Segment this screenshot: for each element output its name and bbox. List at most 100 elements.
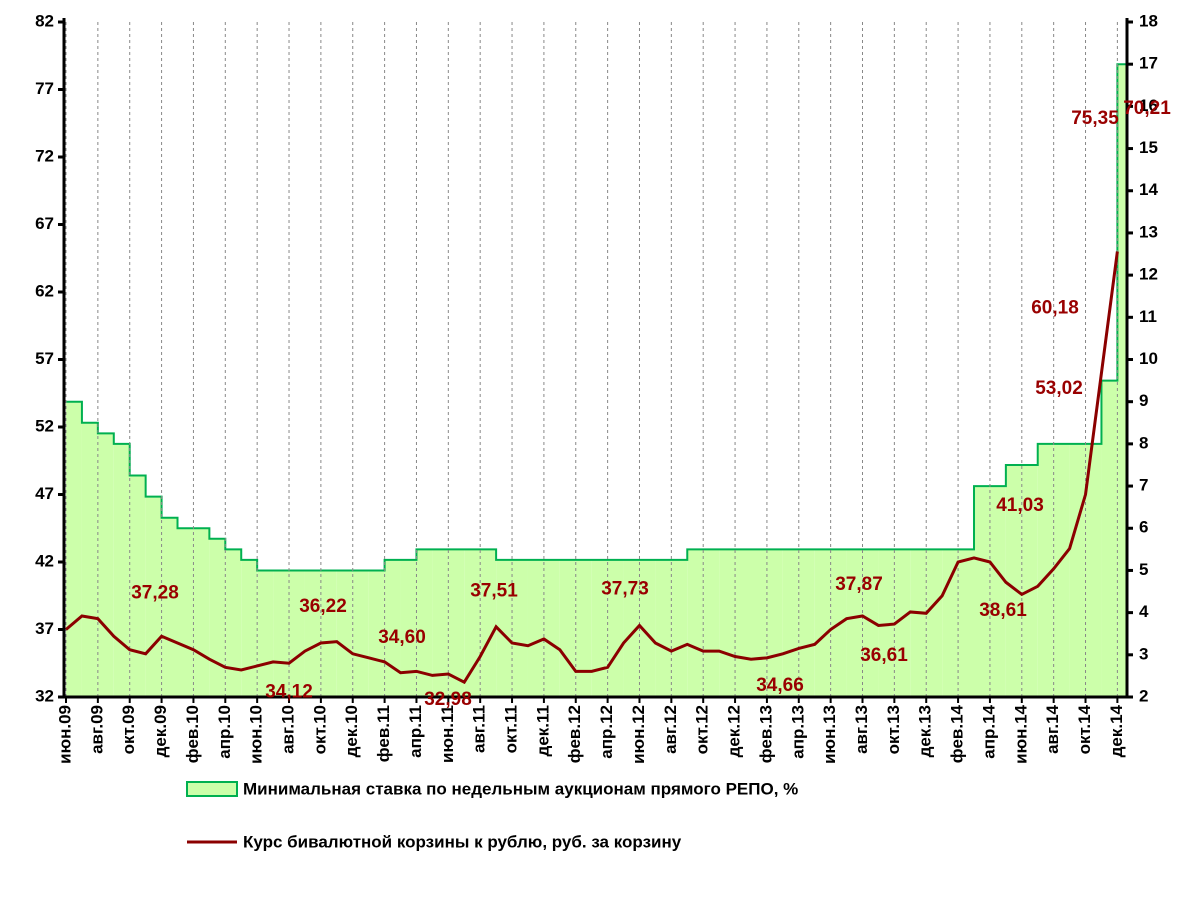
area-step [735,549,751,697]
area-step [512,559,528,697]
area-step [304,570,321,697]
y2-tick-label: 7 [1139,476,1148,495]
area-step [81,422,98,697]
area-step [894,549,911,697]
x-tick-label: дек.12 [725,705,744,757]
area-step [639,559,656,697]
area-step [273,570,290,697]
area-step [942,549,959,697]
y2-tick-label: 8 [1139,433,1148,452]
x-tick-label: фев.13 [756,705,775,763]
area-step [926,549,943,697]
annotation: 37,28 [131,583,179,604]
area-step [464,549,481,697]
area-step [798,549,815,697]
x-tick-label: дек.09 [151,705,170,757]
legend-label: Курс бивалютной корзины к рублю, руб. за… [243,832,682,851]
area-step [1069,443,1086,697]
area-step [527,559,544,697]
area-step [320,570,337,697]
area-step [129,475,146,697]
area-step [241,559,258,697]
x-tick-label: июн.09 [55,705,74,764]
legend-swatch [186,781,238,797]
x-tick-label: окт.12 [693,705,712,754]
area-step [161,517,178,697]
y-tick-label: 47 [35,484,54,503]
y-tick-label: 77 [35,79,54,98]
annotation: 41,03 [996,495,1044,516]
annotation: 38,61 [979,600,1027,621]
x-tick-label: дек.14 [1107,704,1126,757]
area-step [432,549,449,697]
x-tick-label: авг.09 [87,705,106,754]
legend-label: Минимальная ставка по недельным аукциона… [243,779,798,798]
y-tick-label: 72 [35,146,54,165]
area-step [145,496,162,697]
y-tick-label: 32 [35,686,54,705]
x-tick-label: фев.12 [565,705,584,763]
area-step [687,549,704,697]
area-step [257,570,274,697]
area-step [113,443,130,697]
annotation: 37,73 [601,579,649,600]
x-tick-label: авг.10 [279,705,298,754]
area-step [177,528,194,697]
x-tick-label: дек.13 [916,705,935,757]
area-step [591,559,608,697]
x-tick-label: апр.14 [979,704,998,758]
y2-tick-label: 2 [1139,686,1148,705]
area-step [352,570,369,697]
area-step [559,559,576,697]
y-tick-label: 57 [35,349,54,368]
x-tick-label: авг.14 [1043,704,1062,753]
area-step [289,570,305,697]
y-tick-label: 67 [35,214,54,233]
annotation: 37,51 [470,581,518,602]
annotation: 70,21 [1123,98,1171,119]
annotation: 36,22 [299,596,347,617]
y2-tick-label: 9 [1139,391,1148,410]
x-tick-label: апр.12 [597,705,616,759]
area-step [814,549,831,697]
area-step [671,559,688,697]
annotation: 34,60 [378,627,426,648]
area-step [862,549,879,697]
x-tick-label: дек.11 [533,705,552,756]
area-step [1053,443,1070,697]
area-step [543,559,560,697]
area-step [958,549,975,697]
annotation: 34,12 [265,681,313,702]
area-step [989,486,1006,697]
area-step [1005,464,1022,697]
y2-tick-label: 3 [1139,644,1148,663]
y2-tick-label: 18 [1139,11,1158,30]
line-series [65,251,1119,685]
x-tick-label: апр.11 [406,705,425,758]
y-tick-label: 52 [35,416,54,435]
area-step [400,559,417,697]
area-step [368,570,385,697]
area-step [209,538,226,697]
annotation: 32,98 [424,689,472,710]
area-step [910,549,927,697]
area-step [703,549,720,697]
y2-tick-label: 17 [1139,54,1158,73]
area-step [878,549,895,697]
x-tick-label: июн.12 [629,705,648,764]
annotation: 36,61 [860,645,908,666]
x-tick-label: фев.11 [374,705,393,762]
x-tick-label: окт.11 [502,705,521,753]
annotation: 75,35 [1071,108,1119,129]
y2-tick-label: 16 [1139,96,1158,115]
x-tick-label: окт.14 [1075,704,1094,754]
y2-tick-label: 13 [1139,222,1158,241]
x-tick-label: июн.13 [820,705,839,764]
area-step [480,549,497,697]
area-step [1101,380,1118,697]
y-tick-label: 62 [35,281,54,300]
area-step [766,549,783,697]
area-step [66,401,82,697]
area-step [623,559,640,697]
